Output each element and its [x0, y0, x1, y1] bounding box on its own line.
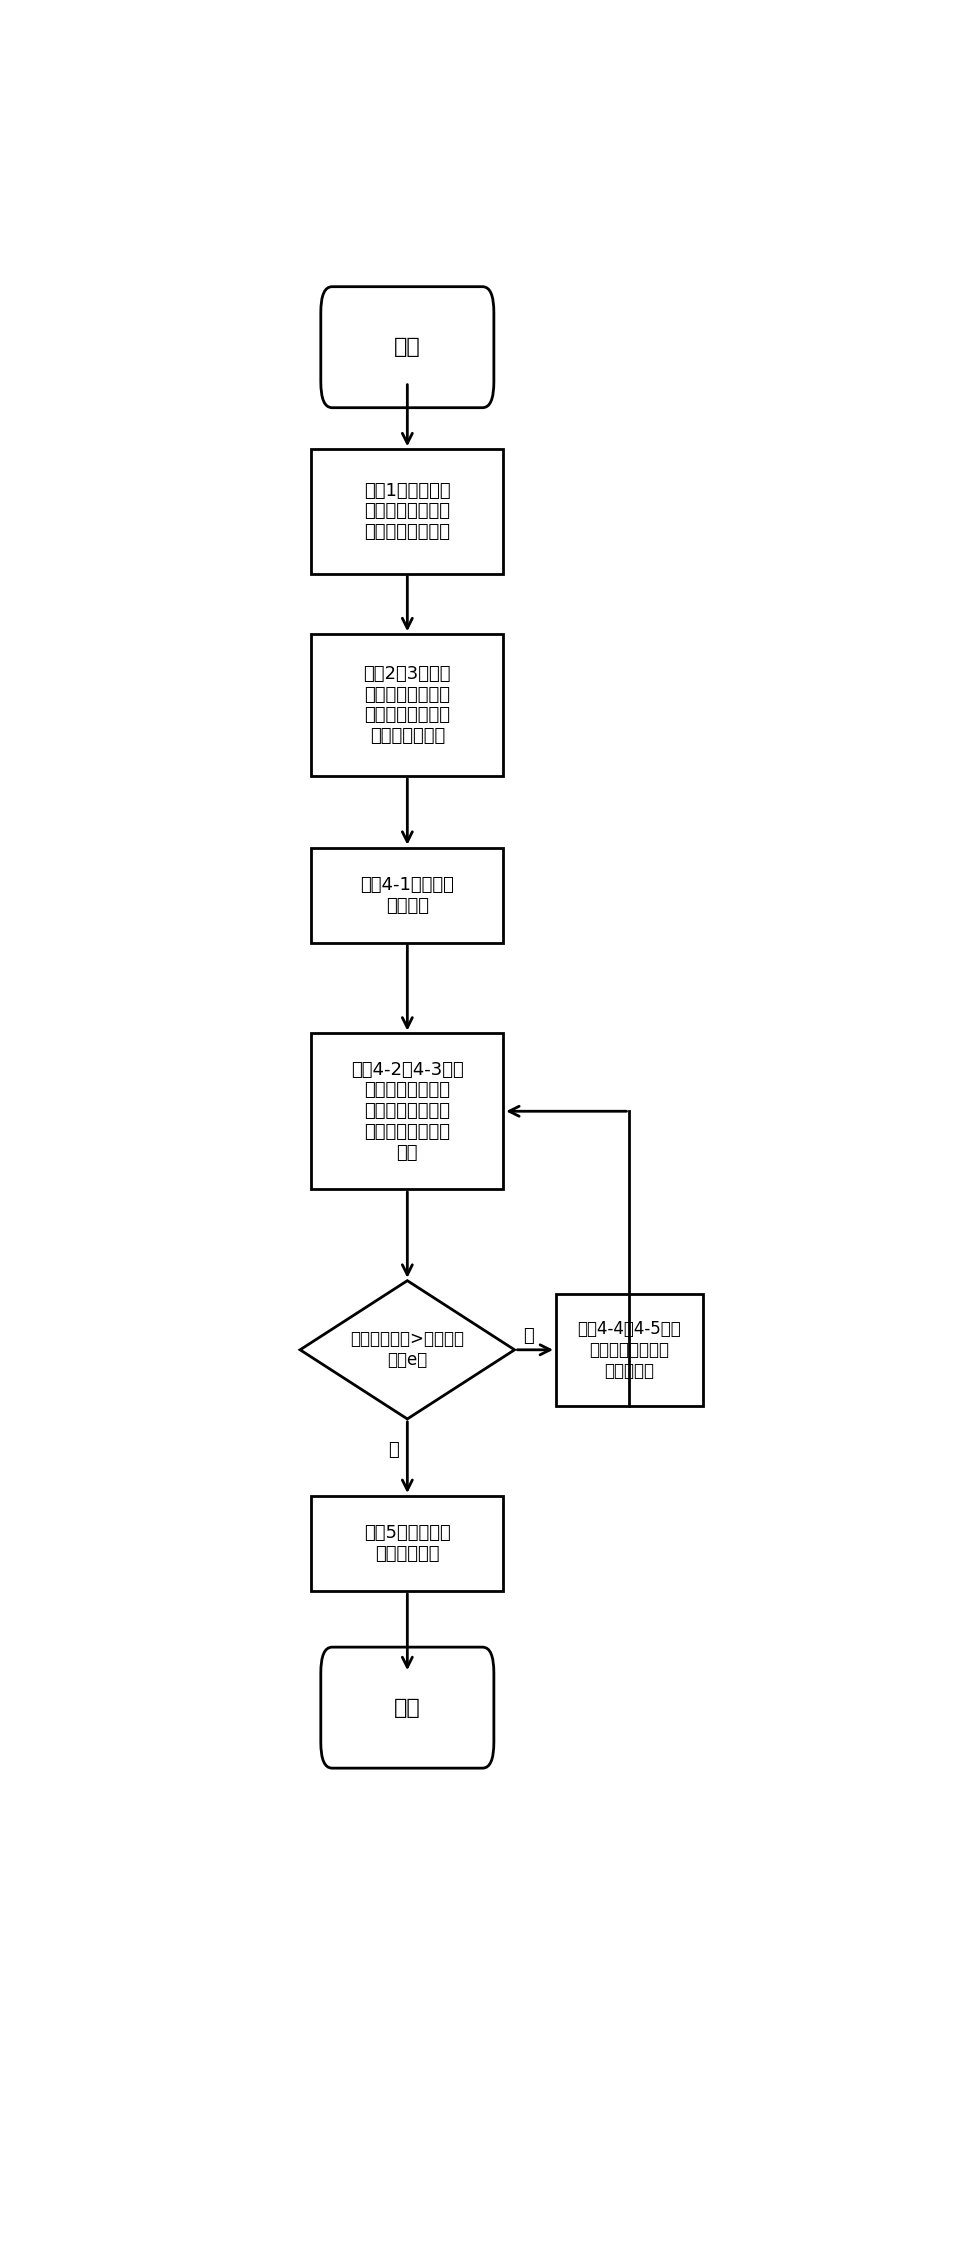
Text: 步骤1：计算多能
虚拟电厂功率基线
及运行参数初始值: 步骤1：计算多能 虚拟电厂功率基线 及运行参数初始值: [364, 483, 451, 541]
FancyBboxPatch shape: [320, 287, 494, 409]
Text: 步骤4-2、4-3：建
立并求解鲁棒优化
问题，得到当前调
节范围内最大能量
偏差: 步骤4-2、4-3：建 立并求解鲁棒优化 问题，得到当前调 节范围内最大能量 偏…: [351, 1060, 464, 1163]
Bar: [312, 449, 503, 575]
Bar: [556, 1293, 703, 1405]
Text: 最大能量偏差>最大允许
偏差e？: 最大能量偏差>最大允许 偏差e？: [351, 1331, 464, 1369]
Bar: [312, 1495, 503, 1592]
Bar: [312, 1033, 503, 1190]
Polygon shape: [300, 1280, 515, 1419]
Text: 步骤2、3：计算
多能虚拟电厂运行
参数初始值及联络
线功率初始范围: 步骤2、3：计算 多能虚拟电厂运行 参数初始值及联络 线功率初始范围: [363, 665, 452, 745]
Text: 否: 否: [388, 1441, 399, 1459]
Text: 步骤4-4、4-5：修
正并更新调节范围
及运行参数: 步骤4-4、4-5：修 正并更新调节范围 及运行参数: [578, 1320, 682, 1381]
Text: 步骤4-1：初始化
计算参数: 步骤4-1：初始化 计算参数: [360, 876, 454, 914]
Text: 是: 是: [523, 1327, 534, 1345]
Bar: [312, 849, 503, 943]
Bar: [312, 633, 503, 777]
Text: 结束: 结束: [394, 1697, 420, 1717]
Text: 开始: 开始: [394, 337, 420, 357]
Text: 步骤5：将算得的
调节范围上报: 步骤5：将算得的 调节范围上报: [364, 1524, 451, 1563]
FancyBboxPatch shape: [320, 1648, 494, 1769]
